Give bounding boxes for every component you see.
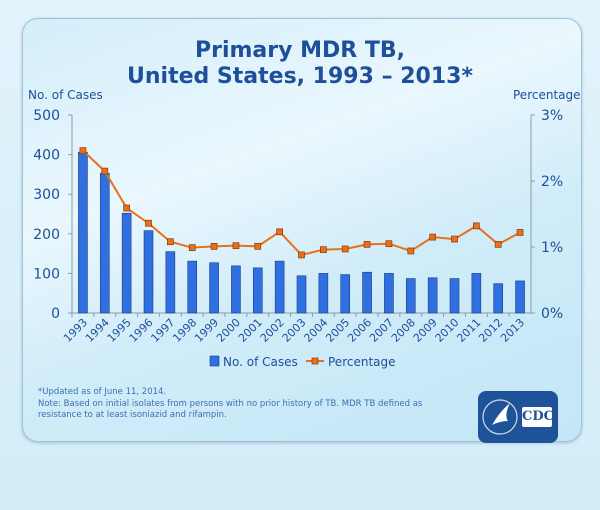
x-tick-label: 1997 (148, 316, 177, 345)
bar-2009 (427, 277, 438, 314)
point-2005 (341, 245, 349, 253)
bar-2004 (318, 273, 329, 314)
right-tick-label: 0% (541, 306, 563, 322)
bar-2007 (384, 273, 394, 314)
chart-card (22, 18, 582, 442)
x-tick-label: 2005 (323, 316, 352, 345)
bar-2003 (296, 275, 307, 314)
x-tick-label: 1995 (105, 316, 134, 345)
point-1996 (145, 219, 152, 227)
left-tick-label: 400 (33, 148, 60, 164)
right-tick-label: 2% (541, 174, 563, 190)
x-tick-label: 2009 (411, 316, 440, 345)
x-tick-label: 2008 (389, 316, 418, 345)
left-tick-label: 500 (33, 108, 60, 124)
x-tick-label: 1999 (192, 316, 221, 345)
legend-bar-label: No. of Cases (223, 355, 298, 369)
point-1993 (79, 147, 87, 154)
point-2010 (451, 235, 458, 243)
point-2007 (385, 240, 393, 248)
x-tick-label: 1996 (127, 316, 156, 345)
point-2000 (232, 242, 240, 250)
point-2001 (254, 242, 262, 250)
x-tick-label: 2007 (367, 316, 396, 345)
left-tick-label: 300 (33, 187, 60, 203)
chart-title: Primary MDR TB, United States, 1993 – 20… (0, 38, 600, 90)
point-1995 (123, 204, 130, 212)
right-tick-label: 3% (541, 108, 563, 124)
bar-2013 (515, 280, 525, 314)
point-2013 (516, 229, 524, 236)
bar-2010 (449, 278, 460, 314)
left-tick-label: 0 (51, 306, 60, 322)
footnote-note: Note: Based on initial isolates from per… (38, 399, 423, 420)
point-1997 (167, 238, 174, 246)
x-tick-label: 2001 (236, 316, 265, 345)
point-2004 (320, 246, 327, 253)
title-line-2: United States, 1993 – 2013* (127, 64, 473, 89)
point-2002 (276, 228, 283, 236)
bar-2005 (340, 274, 351, 314)
bar-2012 (493, 283, 504, 314)
x-tick-label: 2004 (301, 316, 330, 345)
point-2006 (363, 241, 371, 248)
legend-line-marker (311, 357, 319, 365)
x-tick-label: 2011 (454, 316, 483, 345)
bar-2002 (274, 260, 285, 314)
x-tick-label: 2013 (498, 316, 527, 345)
left-tick-label: 100 (33, 266, 60, 282)
x-tick-label: 2006 (345, 316, 374, 345)
x-tick-label: 1994 (83, 316, 112, 345)
legend-line-label: Percentage (328, 355, 396, 369)
left-axis-label: No. of Cases (28, 88, 103, 102)
footnote-updated: *Updated as of June 11, 2014. (38, 387, 167, 397)
bar-1996 (143, 230, 154, 314)
point-1994 (101, 167, 109, 175)
x-tick-label: 2010 (433, 316, 462, 345)
bar-1997 (165, 251, 176, 314)
point-2008 (407, 247, 415, 255)
x-tick-label: 2000 (214, 316, 243, 345)
bar-2006 (362, 271, 372, 314)
bar-2000 (231, 265, 241, 314)
left-tick-label: 200 (33, 227, 60, 243)
bar-1995 (121, 212, 132, 314)
point-1998 (188, 244, 196, 252)
right-tick-label: 1% (541, 240, 563, 256)
cdc-logo-text: CDC (522, 409, 554, 424)
point-2003 (298, 251, 305, 259)
point-2012 (494, 241, 502, 248)
title-line-1: Primary MDR TB, (194, 38, 406, 63)
point-2011 (473, 222, 480, 230)
x-tick-label: 2012 (476, 316, 505, 345)
bar-2011 (471, 273, 482, 314)
x-tick-label: 2003 (280, 316, 309, 345)
bar-1999 (209, 262, 219, 314)
x-tick-label: 2002 (258, 316, 287, 345)
legend-bar-swatch (209, 355, 220, 367)
x-tick-label: 1993 (61, 316, 90, 345)
point-2009 (429, 233, 436, 241)
bar-2001 (252, 267, 263, 314)
bar-2008 (405, 278, 416, 314)
x-tick-label: 1998 (170, 316, 199, 345)
cdc-logo: CDC (478, 391, 558, 443)
right-axis-label: Percentage (513, 88, 581, 102)
bar-1993 (78, 151, 88, 314)
point-1999 (210, 242, 218, 250)
bar-1994 (99, 172, 110, 314)
bar-1998 (187, 260, 198, 314)
